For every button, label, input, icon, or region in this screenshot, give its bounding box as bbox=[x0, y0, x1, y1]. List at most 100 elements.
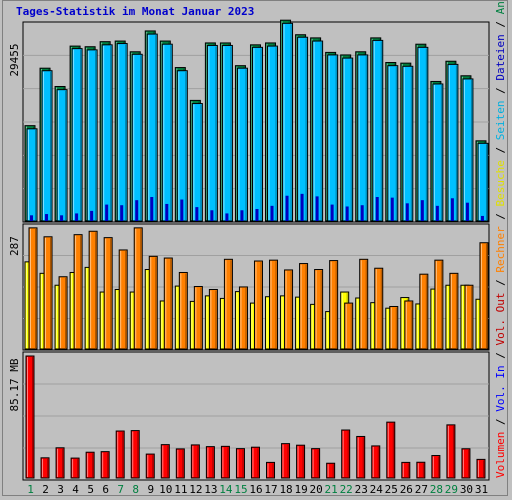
bar-rechner-body bbox=[58, 276, 68, 350]
x-tick-label: 22 bbox=[340, 483, 353, 496]
x-tick-label: 29 bbox=[445, 483, 458, 496]
bar-dateien bbox=[176, 70, 188, 222]
bar-vol-out-body bbox=[311, 448, 321, 479]
bar-rechner bbox=[43, 236, 53, 350]
bar-seiten bbox=[255, 209, 259, 221]
bar-vol-out-body bbox=[25, 355, 35, 479]
bar-rechner-body bbox=[208, 288, 218, 350]
bar-seiten bbox=[60, 215, 64, 221]
bar-vol-out-body bbox=[250, 446, 260, 479]
bar-rechner bbox=[253, 260, 263, 350]
bar-seiten bbox=[105, 204, 109, 221]
bar-rechner-body bbox=[269, 259, 279, 350]
bar-vol-out bbox=[371, 445, 381, 479]
bar-vol-out bbox=[266, 461, 276, 479]
legend-label: Seiten bbox=[494, 100, 507, 140]
bar-seiten bbox=[345, 206, 349, 221]
x-tick-label: 26 bbox=[400, 483, 413, 496]
bar-dateien bbox=[206, 44, 218, 222]
bar-vol-out bbox=[386, 421, 396, 479]
bar-vol-out-body bbox=[85, 451, 95, 479]
bar-dateien bbox=[86, 49, 98, 222]
bar-seiten bbox=[465, 202, 469, 221]
bar-seiten bbox=[135, 200, 139, 221]
bar-vol-out-body bbox=[130, 430, 140, 479]
bar-vol-out bbox=[85, 451, 95, 479]
bar-vol-out bbox=[115, 430, 125, 479]
bar-rechner bbox=[434, 259, 444, 350]
bar-seiten bbox=[375, 197, 379, 221]
bar-rechner-body bbox=[449, 272, 459, 350]
bar-rechner bbox=[223, 258, 233, 350]
bar-seiten bbox=[210, 210, 214, 221]
legend-separator: / bbox=[494, 346, 507, 366]
bar-dateien bbox=[191, 103, 203, 222]
x-tick-label: 31 bbox=[475, 483, 488, 496]
bar-vol-out bbox=[416, 461, 426, 479]
bar-seiten bbox=[120, 205, 124, 221]
bar-rechner-body bbox=[148, 255, 158, 350]
x-tick-label: 10 bbox=[159, 483, 172, 496]
bar-rechner-body bbox=[434, 259, 444, 350]
bar-vol-out bbox=[281, 443, 291, 479]
bar-seiten bbox=[435, 205, 439, 221]
bar-vol-out-body bbox=[40, 457, 50, 479]
bar-vol-out-body bbox=[281, 443, 291, 479]
bar-vol-out bbox=[326, 462, 336, 479]
bar-rechner bbox=[103, 237, 113, 350]
bar-vol-out-body bbox=[461, 448, 471, 479]
bar-dateien bbox=[116, 43, 128, 222]
bar-seiten bbox=[225, 213, 229, 221]
bar-rechner-body bbox=[223, 258, 233, 350]
bar-dateien bbox=[221, 44, 233, 222]
bar-vol-out bbox=[476, 458, 486, 479]
bar-seiten bbox=[90, 210, 94, 221]
bar-rechner-body bbox=[193, 286, 203, 350]
y-tick-label-top: 29455 bbox=[8, 43, 21, 76]
x-tick-label: 19 bbox=[294, 483, 307, 496]
bar-seiten bbox=[390, 197, 394, 221]
bar-rechner bbox=[148, 255, 158, 350]
bar-vol-out-body bbox=[476, 458, 486, 479]
bar-vol-out bbox=[40, 457, 50, 479]
bar-rechner-body bbox=[88, 230, 98, 350]
legend-separator: / bbox=[494, 81, 507, 101]
bar-rechner-body bbox=[238, 286, 248, 350]
bar-vol-out bbox=[446, 424, 456, 479]
bar-seiten bbox=[450, 198, 454, 221]
bar-vol-out-body bbox=[431, 455, 441, 479]
x-tick-label: 11 bbox=[174, 483, 187, 496]
bar-vol-out-body bbox=[401, 461, 411, 479]
bar-rechner bbox=[329, 260, 339, 350]
bar-seiten bbox=[315, 196, 319, 221]
bar-vol-out-body bbox=[371, 445, 381, 479]
y-tick-label-bottom: 85.17 MB bbox=[8, 358, 21, 411]
bar-rechner bbox=[58, 276, 68, 350]
bar-dateien bbox=[161, 43, 173, 222]
legend-label: Dateien bbox=[494, 34, 507, 80]
bar-vol-out-body bbox=[446, 424, 456, 479]
bar-vol-out bbox=[250, 446, 260, 479]
bar-rechner bbox=[193, 286, 203, 350]
x-tick-label: 20 bbox=[310, 483, 323, 496]
y-tick-label-middle: 287 bbox=[8, 236, 21, 256]
x-tick-label: 16 bbox=[249, 483, 262, 496]
bar-dateien bbox=[297, 36, 309, 222]
bar-rechner-body bbox=[163, 257, 173, 350]
bar-seiten bbox=[300, 193, 304, 221]
bar-vol-out-body bbox=[55, 447, 65, 479]
bar-vol-out bbox=[341, 429, 351, 479]
bar-rechner-body bbox=[404, 300, 414, 350]
bar-rechner-body bbox=[389, 305, 399, 350]
bar-vol-out bbox=[175, 448, 185, 479]
x-tick-label: 8 bbox=[132, 483, 139, 496]
bar-seiten bbox=[30, 215, 33, 221]
bar-rechner-body bbox=[374, 267, 384, 350]
bar-seiten bbox=[480, 215, 484, 221]
bar-dateien bbox=[357, 54, 369, 222]
bar-rechner bbox=[464, 284, 474, 350]
bar-rechner-body bbox=[178, 271, 188, 350]
bar-vol-out-body bbox=[341, 429, 351, 479]
bar-vol-out bbox=[55, 447, 65, 479]
